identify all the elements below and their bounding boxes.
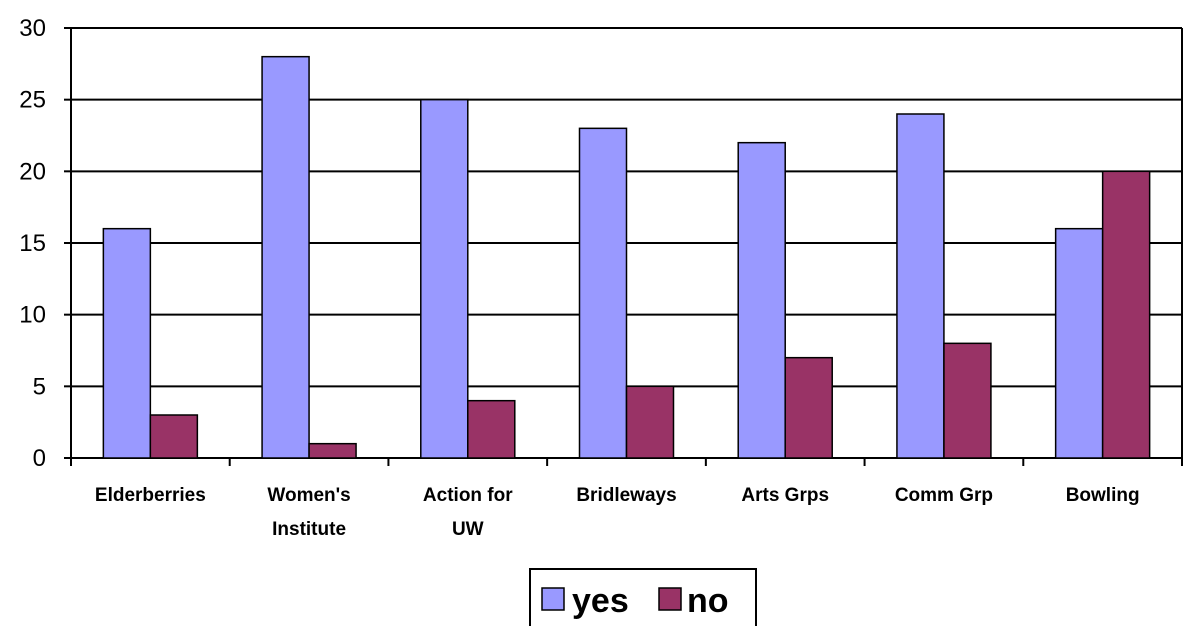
y-tick-label-5: 25 [19,87,46,114]
bar-yes-2 [420,98,469,459]
y-tick-label-1: 5 [33,373,46,400]
legend: yes no [529,568,757,626]
y-tick-label-4: 20 [19,158,46,185]
legend-swatch-no [658,587,682,611]
y-tick-label-2: 10 [19,302,46,329]
x-tick-label-2-line0: Action for [423,485,513,506]
bar-yes-4 [737,141,786,459]
bar-no-4 [784,356,833,459]
x-tick-label-1-line1: Institute [272,519,346,540]
x-tick-label-4: Arts Grps [741,485,829,506]
legend-label-yes: yes [572,582,629,620]
bar-yes-0 [102,227,152,459]
x-tick-label-3: Bridleways [576,485,676,506]
x-tick-label-6: Bowling [1066,485,1140,506]
bar-no-3 [625,385,675,459]
bar-no-6 [1101,170,1151,459]
y-tick-label-3: 15 [19,230,46,257]
x-tick-label-1-line0: Women's [267,485,350,506]
bar-no-5 [943,342,992,459]
legend-box [529,568,757,626]
bar-yes-5 [896,113,945,459]
bar-yes-6 [1054,227,1104,459]
bar-no-2 [467,399,516,459]
x-tick-label-2-line1: UW [452,519,484,540]
y-tick-label-6: 30 [19,15,46,42]
x-tick-label-0: Elderberries [95,485,206,506]
bar-yes-3 [578,127,628,459]
bar-no-1 [308,442,357,459]
x-tick-label-5: Comm Grp [895,485,993,506]
bar-no-0 [149,414,199,459]
y-tick-label-0: 0 [33,445,46,472]
bar-yes-1 [261,55,310,459]
legend-swatch-yes [541,587,565,611]
legend-label-no: no [687,582,729,620]
